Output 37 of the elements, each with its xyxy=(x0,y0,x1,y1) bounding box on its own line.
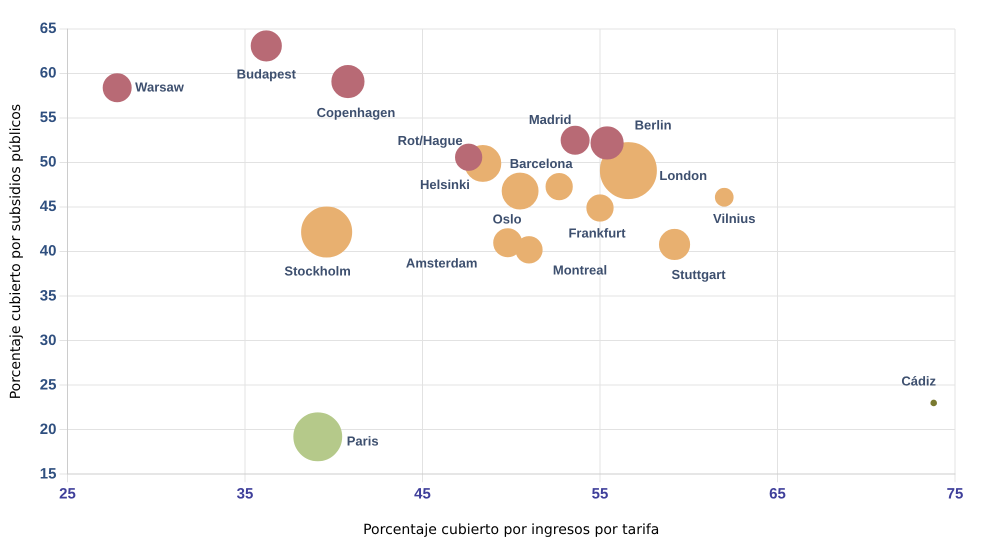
x-tick-label: 35 xyxy=(236,485,254,502)
annotation: Helsinki xyxy=(420,177,470,192)
x-tick-label: 55 xyxy=(592,485,608,502)
annotation: London xyxy=(659,168,708,184)
y-tick-label: 35 xyxy=(40,287,56,304)
x-tick-label: 65 xyxy=(769,485,786,502)
x-tick-label: 45 xyxy=(414,485,431,502)
y-tick-label: 65 xyxy=(40,20,56,38)
annotation: Montreal xyxy=(552,262,608,278)
y-tick-label: 55 xyxy=(40,109,56,126)
y-tick-label: 30 xyxy=(40,332,56,349)
annotation: Stockholm xyxy=(284,264,351,279)
annotation: Paris xyxy=(346,433,379,448)
annotation: Copenhagen xyxy=(316,105,396,120)
y-tick-label: 45 xyxy=(40,198,56,216)
annotation: Cádiz xyxy=(901,374,937,389)
x-axis-title: Porcentaje cubierto por ingresos por tarifa xyxy=(363,522,660,538)
annotation: Madrid xyxy=(528,112,572,127)
y-tick-label: 50 xyxy=(40,154,56,171)
annotation: Berlin xyxy=(634,118,672,133)
annotation: Stuttgart xyxy=(671,267,726,282)
annotation: Amsterdam xyxy=(406,255,478,270)
y-tick-label: 25 xyxy=(40,376,56,394)
y-tick-label: 20 xyxy=(40,420,56,438)
annotation: Warsaw xyxy=(135,79,185,94)
y-tick-label: 15 xyxy=(40,465,56,482)
annotation: Frankfurt xyxy=(568,226,626,241)
annotation: Oslo xyxy=(492,212,522,227)
y-tick-label: 40 xyxy=(40,242,56,260)
annotation: Rot/Hague xyxy=(398,132,463,148)
annotation: Budapest xyxy=(236,66,297,82)
annotation: Barcelona xyxy=(510,156,574,172)
x-tick-label: 25 xyxy=(59,485,76,502)
y-axis-title: Porcentaje cubierto por subsidios públicos xyxy=(8,104,24,400)
x-tick-label: 75 xyxy=(946,485,964,502)
y-tick-label: 60 xyxy=(40,64,56,82)
annotation: Vilnius xyxy=(713,210,756,226)
